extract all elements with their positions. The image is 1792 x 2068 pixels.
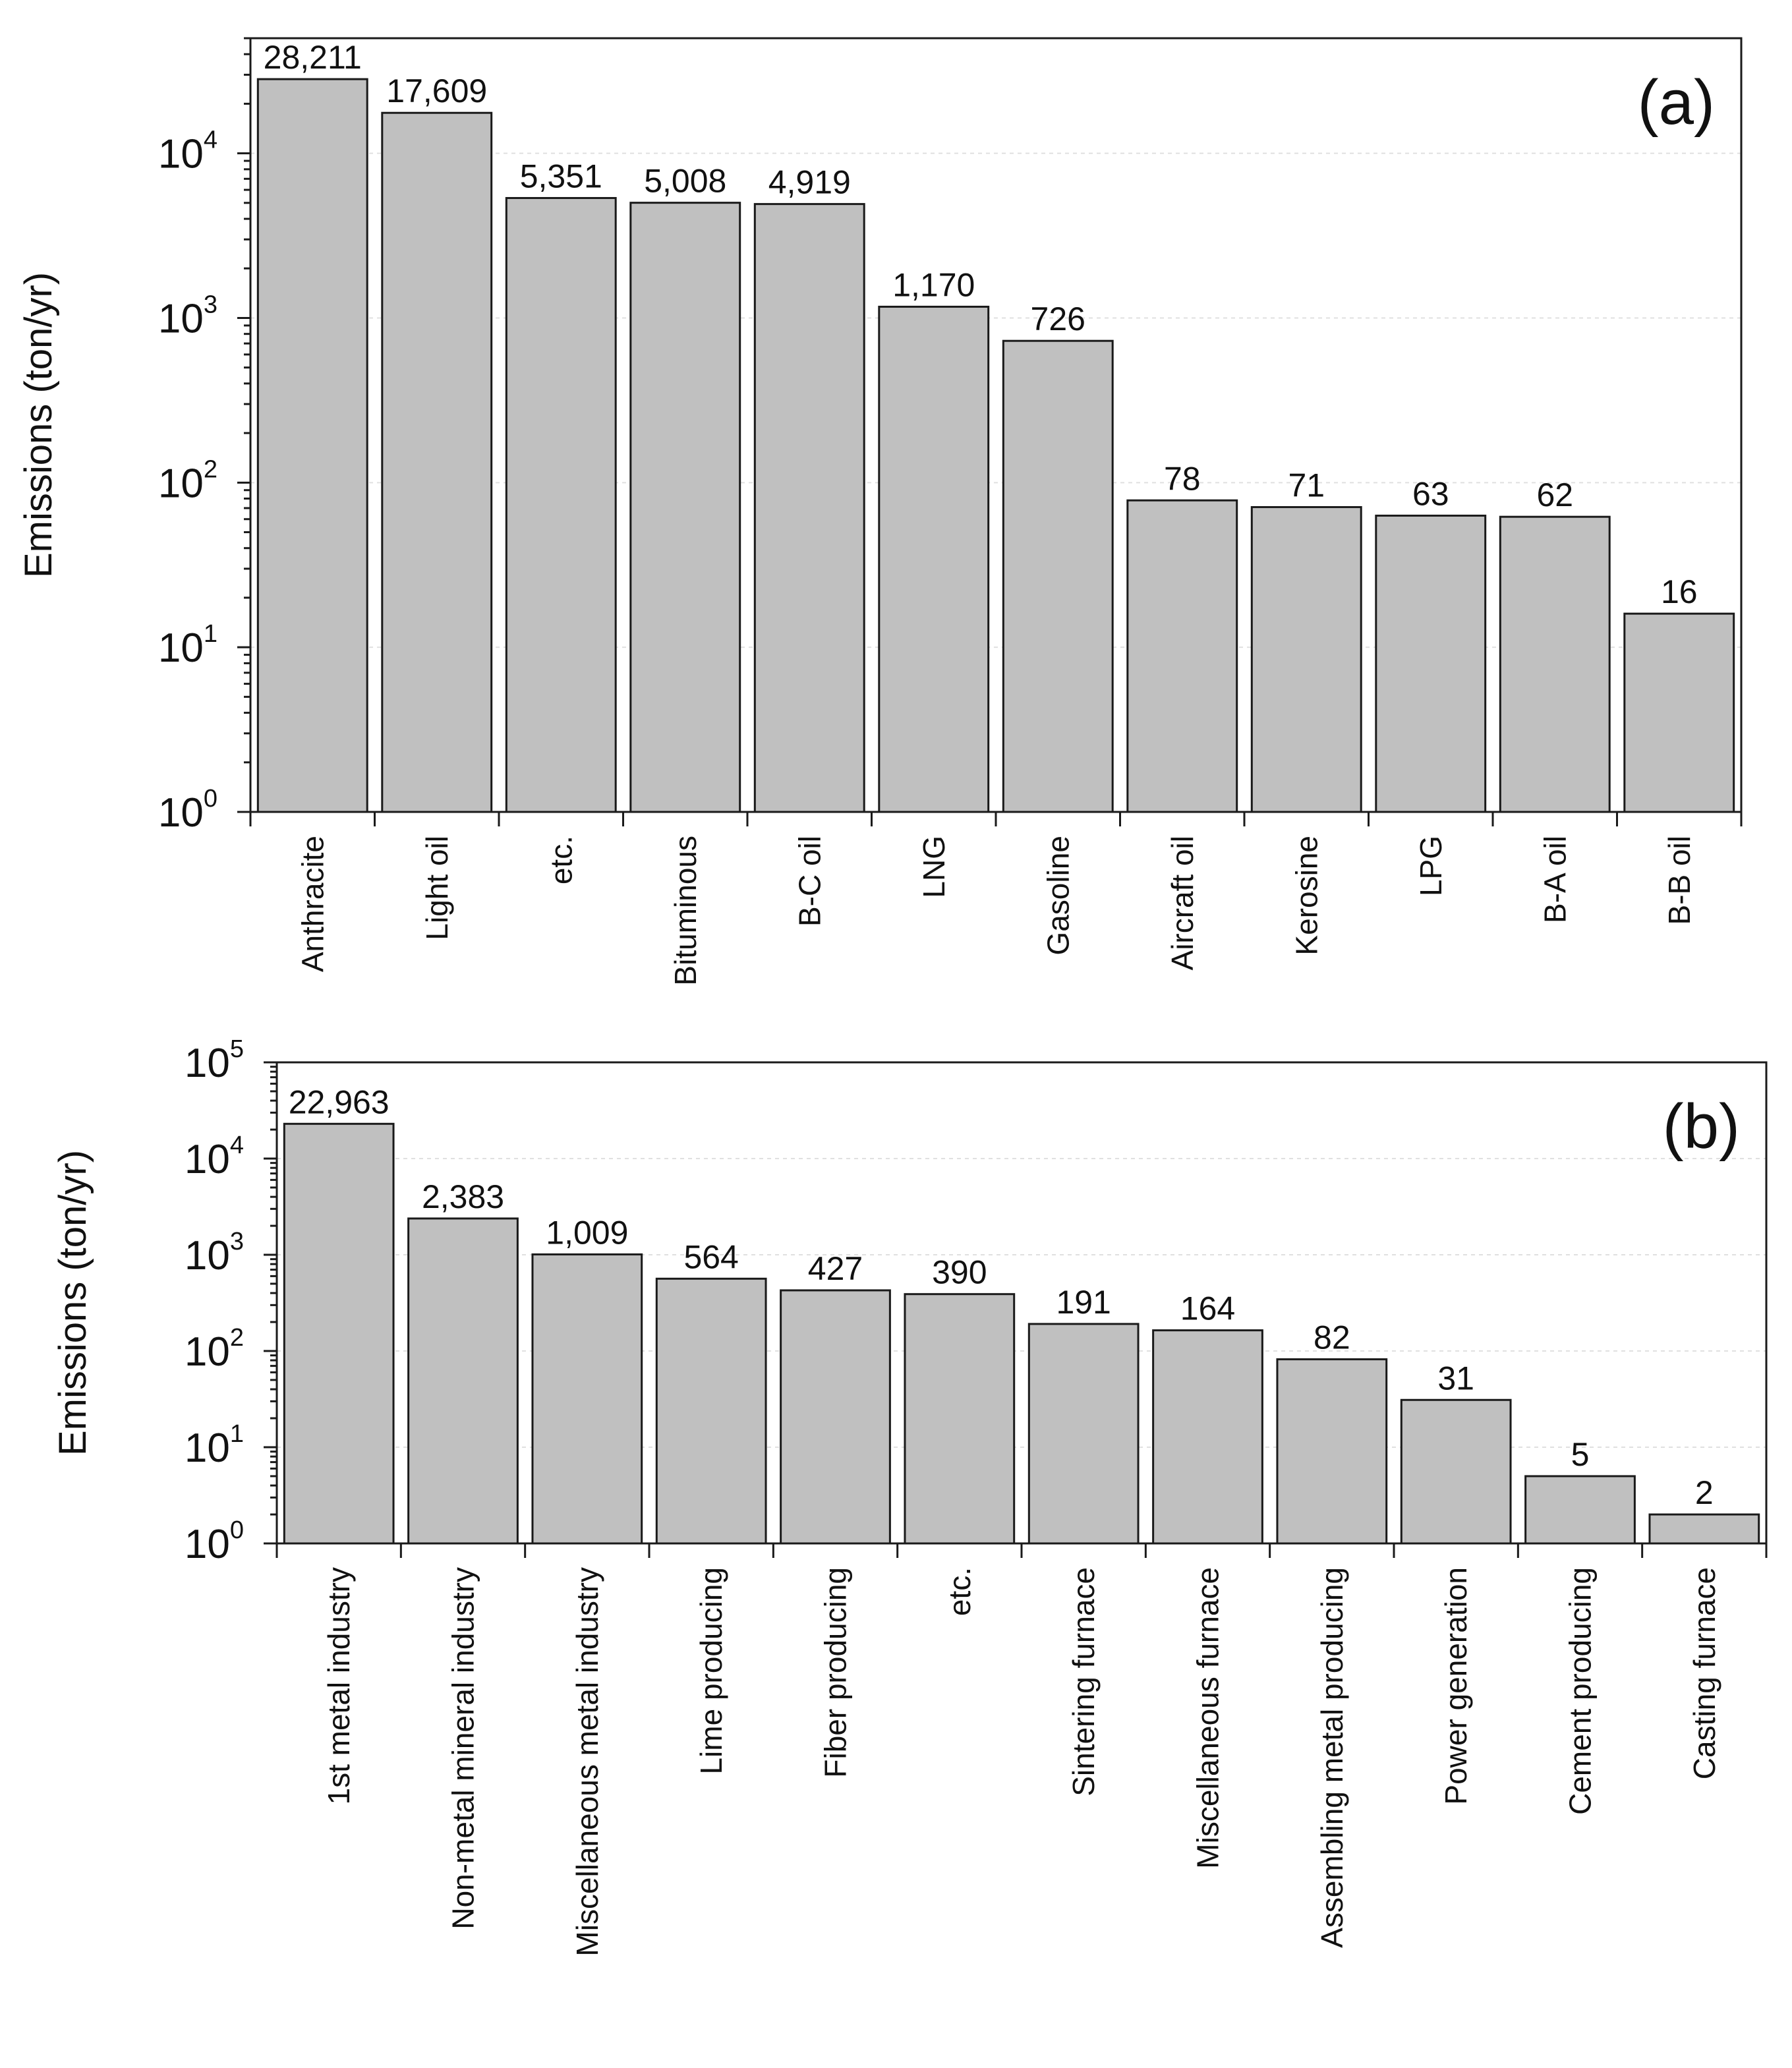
x-tick-label: Bituminous bbox=[668, 836, 703, 986]
y-tick-label: 103 bbox=[185, 1228, 244, 1278]
x-tick-label: Cement producing bbox=[1563, 1567, 1598, 1815]
bar bbox=[531, 1253, 643, 1545]
x-tick-label: Power generation bbox=[1439, 1567, 1473, 1805]
data-label: 5 bbox=[1571, 1436, 1590, 1473]
y-tick-label: 101 bbox=[158, 620, 217, 671]
bar bbox=[753, 203, 865, 813]
bar bbox=[1648, 1513, 1760, 1545]
chart-panel-a: 100 101 102 103 104 28,211 Anthracite 17,609 Lig… bbox=[17, 37, 1743, 986]
x-tick-label: Non-metal mineral industry bbox=[446, 1567, 480, 1930]
data-label: 5,351 bbox=[520, 158, 602, 194]
bar bbox=[256, 78, 368, 813]
bar bbox=[1276, 1358, 1388, 1545]
data-label: 164 bbox=[1180, 1290, 1235, 1327]
bar bbox=[780, 1289, 891, 1545]
bar bbox=[655, 1277, 767, 1545]
data-label: 62 bbox=[1536, 476, 1573, 513]
data-label: 564 bbox=[683, 1238, 738, 1275]
data-label: 22,963 bbox=[289, 1083, 390, 1120]
x-tick-label: Fiber producing bbox=[819, 1567, 853, 1778]
bar bbox=[1499, 515, 1611, 813]
bar bbox=[381, 111, 493, 813]
y-tick-label: 104 bbox=[185, 1132, 244, 1182]
panel-label: (b) bbox=[1663, 1091, 1740, 1162]
data-label: 16 bbox=[1661, 573, 1698, 610]
y-tick-label: 104 bbox=[158, 127, 217, 177]
data-label: 28,211 bbox=[264, 39, 362, 76]
bar bbox=[629, 202, 741, 813]
data-label: 2,383 bbox=[422, 1178, 504, 1215]
y-tick-label: 103 bbox=[158, 291, 217, 341]
bar bbox=[1400, 1398, 1512, 1545]
panel-label: (a) bbox=[1638, 67, 1715, 138]
data-label: 63 bbox=[1412, 475, 1449, 512]
x-tick-label: Miscellaneous furnace bbox=[1191, 1567, 1225, 1869]
data-label: 390 bbox=[932, 1254, 987, 1291]
y-tick-label: 102 bbox=[185, 1324, 244, 1375]
bar bbox=[904, 1293, 1016, 1545]
bar bbox=[1002, 339, 1114, 813]
x-tick-label: Aircraft oil bbox=[1165, 836, 1199, 970]
data-label: 5,008 bbox=[644, 163, 726, 200]
plot-frame bbox=[249, 37, 1743, 813]
x-tick-label: Anthracite bbox=[295, 836, 330, 972]
x-tick-label: B-A oil bbox=[1538, 836, 1572, 923]
bar bbox=[1027, 1323, 1140, 1545]
x-tick-label: B-C oil bbox=[792, 836, 826, 927]
bar bbox=[1152, 1329, 1263, 1545]
y-tick-label: 100 bbox=[185, 1516, 244, 1567]
plot-frame bbox=[275, 1061, 1768, 1545]
y-axis-label: Emissions (ton/yr) bbox=[51, 1150, 94, 1456]
data-label: 1,009 bbox=[546, 1214, 628, 1251]
y-tick-label: 101 bbox=[185, 1420, 244, 1471]
bar bbox=[1126, 499, 1238, 813]
y-tick-label: 100 bbox=[158, 785, 217, 836]
x-tick-label: etc. bbox=[544, 836, 578, 884]
x-tick-label: LNG bbox=[917, 836, 951, 898]
x-tick-label: etc. bbox=[942, 1567, 977, 1616]
data-label: 4,919 bbox=[768, 164, 851, 201]
data-label: 191 bbox=[1056, 1284, 1111, 1321]
y-axis-label: Emissions (ton/yr) bbox=[17, 272, 60, 578]
data-label: 1,170 bbox=[892, 266, 975, 303]
bar bbox=[878, 305, 990, 813]
bar bbox=[1375, 514, 1487, 813]
data-label: 427 bbox=[808, 1250, 863, 1287]
x-tick-label: Light oil bbox=[420, 836, 454, 940]
data-label: 71 bbox=[1288, 467, 1325, 503]
x-tick-label: Gasoline bbox=[1041, 836, 1075, 956]
bar bbox=[283, 1122, 395, 1545]
x-tick-label: Assembling metal producing bbox=[1315, 1567, 1349, 1948]
chart-panel-b: 100 101 102 103 104 105 22,963 1st metal indust… bbox=[51, 1035, 1768, 1957]
x-tick-label: Sintering furnace bbox=[1066, 1567, 1101, 1796]
x-tick-label: Miscellaneous metal industry bbox=[570, 1567, 604, 1957]
y-tick-label: 102 bbox=[158, 455, 217, 506]
data-label: 31 bbox=[1437, 1360, 1474, 1396]
x-tick-label: Lime producing bbox=[694, 1567, 728, 1775]
bar bbox=[407, 1217, 519, 1545]
bar bbox=[1623, 612, 1735, 813]
data-label: 2 bbox=[1695, 1474, 1714, 1511]
x-tick-label: Kerosine bbox=[1289, 836, 1323, 956]
bar bbox=[505, 196, 617, 813]
data-label: 78 bbox=[1164, 460, 1201, 497]
x-tick-label: 1st metal industry bbox=[322, 1567, 356, 1804]
x-tick-label: B-B oil bbox=[1662, 836, 1696, 925]
data-label: 726 bbox=[1031, 301, 1085, 337]
data-label: 17,609 bbox=[386, 72, 487, 109]
y-tick-label: 105 bbox=[185, 1035, 244, 1086]
x-tick-label: Casting furnace bbox=[1687, 1567, 1721, 1779]
data-label: 82 bbox=[1314, 1319, 1350, 1356]
x-tick-label: LPG bbox=[1414, 836, 1448, 896]
bar bbox=[1524, 1475, 1636, 1545]
bar bbox=[1250, 505, 1362, 813]
